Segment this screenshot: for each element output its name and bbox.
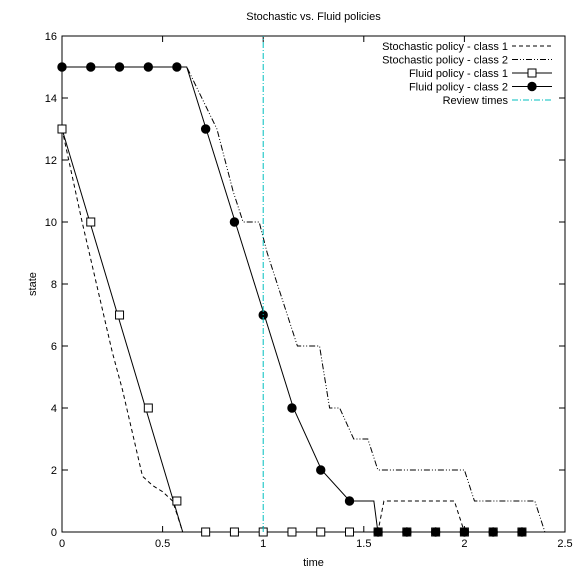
series-stochastic-policy-class-1 (61, 128, 545, 533)
y-tick-label: 12 (45, 155, 57, 167)
series-fluid-policy-class-2-point (344, 496, 355, 506)
series-fluid-policy-class-2-point (517, 527, 527, 537)
series-fluid-policy-class-1-line (61, 128, 525, 533)
series-fluid-policy-class-2-point (57, 62, 67, 72)
legend-fluid-policy-class-1: Fluid policy - class 1 (409, 68, 552, 80)
x-tick-label: 0.5 (155, 538, 170, 550)
series-fluid-policy-class-2-point (172, 62, 182, 72)
legend-label: Review times (443, 95, 509, 107)
series-fluid-policy-class-1-point (143, 403, 153, 413)
x-tick-label: 1.5 (356, 538, 371, 550)
series-layer (57, 36, 546, 537)
x-tick-label: 1 (260, 538, 266, 550)
legend-label: Fluid policy - class 1 (409, 68, 508, 80)
series-fluid-policy-class-1-point (287, 527, 297, 537)
series-fluid-policy-class-2 (57, 62, 527, 537)
x-tick-label: 2.5 (557, 538, 572, 550)
series-fluid-policy-class-1-point (229, 527, 239, 537)
series-fluid-policy-class-2-point (459, 527, 470, 537)
series-fluid-policy-class-2-point (200, 124, 211, 134)
series-fluid-policy-class-2-point (316, 465, 326, 475)
series-fluid-policy-class-1-point (115, 310, 125, 320)
series-fluid-policy-class-2-line (62, 66, 525, 533)
legend: Stochastic policy - class 1 Stochastic po… (382, 41, 552, 107)
legend-review-times: Review times (443, 95, 552, 107)
y-tick-label: 16 (45, 31, 57, 43)
y-tick-label: 4 (51, 403, 57, 415)
series-stochastic-policy-class-1-line (61, 128, 545, 533)
legend-label: Stochastic policy - class 2 (382, 55, 508, 67)
y-tick-label: 6 (51, 341, 57, 353)
series-fluid-policy-class-2-point (373, 527, 383, 537)
legend-fluid-policy-class-2: Fluid policy - class 2 (409, 82, 552, 94)
series-fluid-policy-class-2-point (86, 62, 96, 72)
series-fluid-policy-class-2-point (229, 217, 240, 227)
series-fluid-policy-class-2-point (488, 527, 498, 537)
x-axis-label: time (303, 557, 324, 569)
series-fluid-policy-class-1-point (345, 527, 355, 537)
series-stochastic-policy-class-2-line (62, 66, 546, 533)
series-fluid-policy-class-1-point (316, 527, 326, 537)
y-tick-label: 14 (45, 93, 57, 105)
axis-ticks: 0 0.5 1 1.5 2 2.5 0 2 4 6 8 10 12 14 16 (45, 31, 573, 550)
legend-point (527, 81, 537, 92)
chart-title: Stochastic vs. Fluid policies (246, 11, 381, 23)
series-fluid-policy-class-2-point (143, 62, 154, 72)
legend-label: Stochastic policy - class 1 (382, 41, 508, 53)
legend-stochastic-policy-class-2: Stochastic policy - class 2 (382, 55, 552, 67)
x-tick-label: 2 (461, 538, 467, 550)
legend-label: Fluid policy - class 2 (409, 82, 508, 94)
legend-stochastic-policy-class-1: Stochastic policy - class 1 (382, 41, 552, 53)
legend-point (527, 68, 537, 78)
series-fluid-policy-class-1 (57, 124, 527, 537)
series-fluid-policy-class-1-point (86, 217, 96, 227)
plot-frame (61, 35, 566, 533)
y-tick-label: 8 (51, 279, 57, 291)
series-fluid-policy-class-1-point (201, 527, 211, 537)
series-fluid-policy-class-2-point (430, 527, 441, 537)
series-fluid-policy-class-1-point (172, 496, 182, 506)
series-fluid-policy-class-2-point (287, 403, 297, 413)
y-tick-label: 0 (51, 527, 57, 539)
series-fluid-policy-class-2-point (402, 527, 412, 537)
series-fluid-policy-class-1-point (57, 124, 67, 134)
x-tick-label: 0 (59, 538, 65, 550)
y-tick-label: 10 (45, 217, 57, 229)
series-stochastic-policy-class-2 (62, 66, 546, 533)
y-axis-label: state (27, 272, 39, 296)
series-fluid-policy-class-2-point (114, 62, 125, 72)
y-tick-label: 2 (51, 465, 57, 477)
